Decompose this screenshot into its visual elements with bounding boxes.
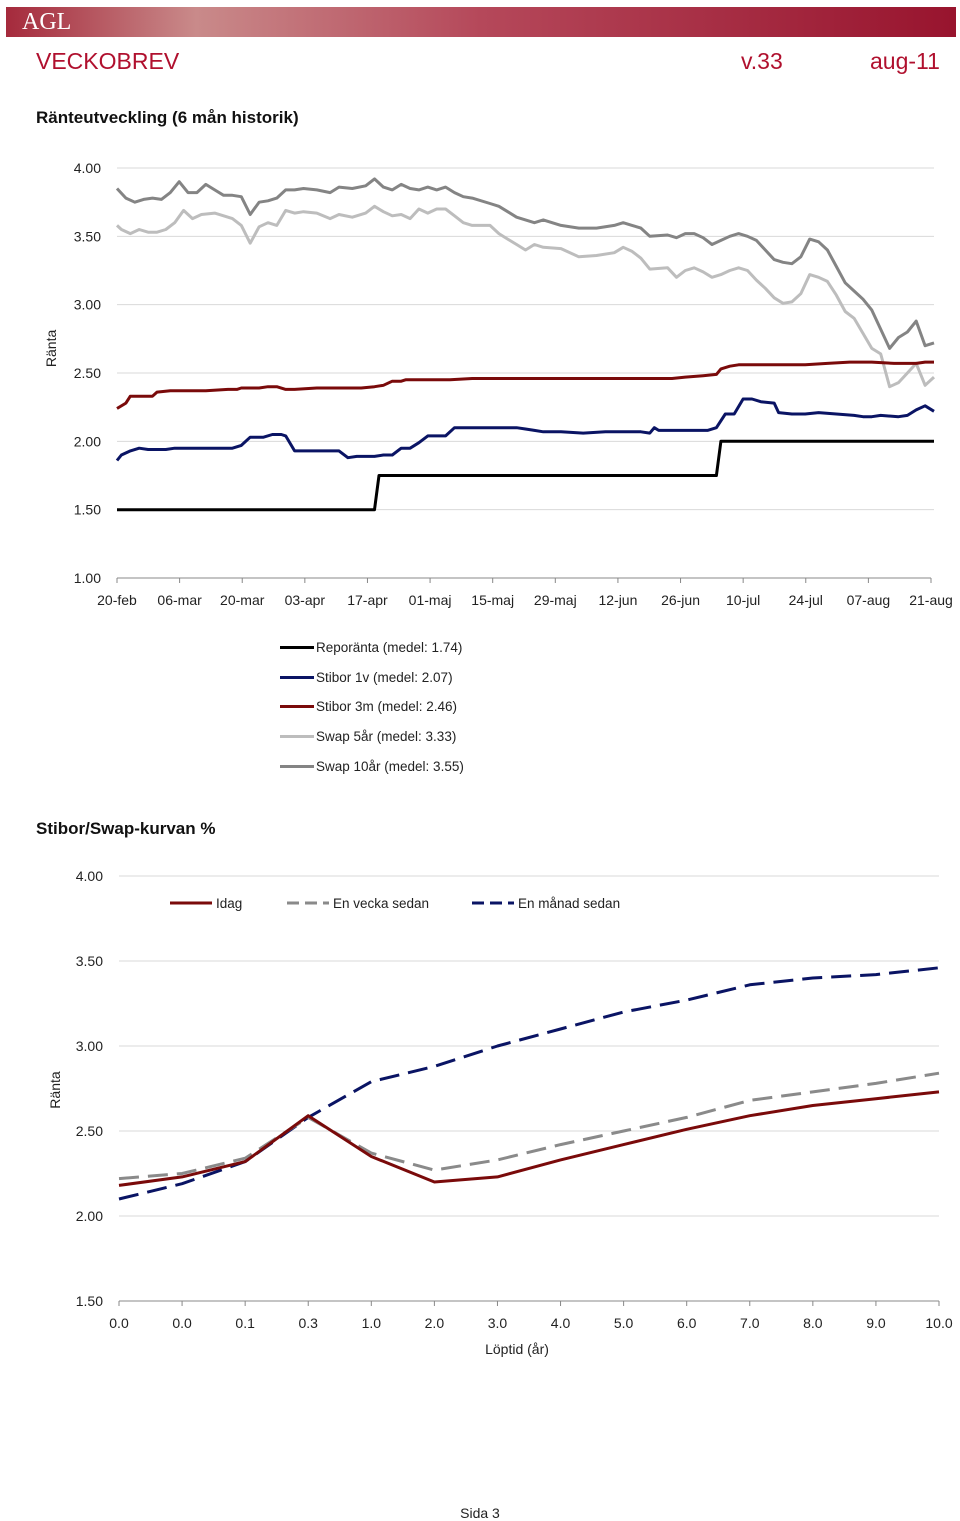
x-tick-label: 20-mar (220, 592, 265, 608)
x-tick-label: 06-mar (157, 592, 202, 608)
legend-label: Swap 5år (medel: 3.33) (316, 729, 457, 745)
page-number: Sida 3 (460, 1505, 500, 1521)
y-tick-label: 3.50 (74, 228, 101, 244)
week-label: v.33 (741, 48, 783, 74)
legend-label: Swap 10år (medel: 3.55) (316, 758, 464, 774)
x-tick-label: 2.0 (425, 1315, 445, 1331)
y-tick-label: 4.00 (76, 868, 103, 884)
chart1-title: Ränteutveckling (6 mån historik) (36, 108, 299, 127)
legend-label: Reporänta (medel: 1.74) (316, 640, 463, 656)
page-title: VECKOBREV (36, 48, 180, 74)
legend-swatch (280, 764, 314, 768)
y-tick-label: 2.00 (74, 433, 101, 449)
curve-line-0 (118, 1090, 940, 1187)
y-tick-label: 3.00 (76, 1038, 103, 1054)
x-tick-label: 0.1 (235, 1315, 255, 1331)
legend-swatch (280, 675, 314, 679)
legend-swatch (280, 735, 314, 739)
x-tick-label: 1.0 (362, 1315, 382, 1331)
x-tick-label: 26-jun (661, 592, 700, 608)
chart1-legend: Reporänta (medel: 1.74) Stibor 1v (medel… (280, 633, 464, 781)
x-tick-label: 6.0 (677, 1315, 697, 1331)
legend-swatch (280, 705, 314, 709)
y-tick-label: 1.50 (76, 1293, 103, 1309)
y-tick-label: 2.50 (76, 1123, 103, 1139)
x-tick-label: 0.0 (109, 1315, 129, 1331)
chart2-title: Stibor/Swap-kurvan % (36, 819, 216, 838)
x-tick-label: 0.0 (172, 1315, 192, 1331)
x-tick-label: 01-maj (409, 592, 452, 608)
legend-item-stibor-3m: Stibor 3m (medel: 2.46) (280, 692, 464, 722)
legend-item-reporanta: Reporänta (medel: 1.74) (280, 633, 464, 663)
x-tick-label: 4.0 (551, 1315, 571, 1331)
y-tick-label: 1.50 (74, 502, 101, 518)
legend-label-2: En månad sedan (518, 896, 620, 911)
x-tick-label: 5.0 (614, 1315, 634, 1331)
legend-item-stibor-1v: Stibor 1v (medel: 2.07) (280, 663, 464, 693)
x-tick-label: 07-aug (847, 592, 891, 608)
curve-line-2 (118, 966, 940, 1201)
x-tick-label: 8.0 (803, 1315, 823, 1331)
y-tick-label: 2.00 (76, 1208, 103, 1224)
y-tick-label: 3.50 (76, 953, 103, 969)
y-tick-label: 4.00 (74, 160, 101, 176)
x-tick-label: 15-maj (471, 592, 514, 608)
x-tick-label: 20-feb (97, 592, 137, 608)
x-tick-label: 7.0 (740, 1315, 760, 1331)
y-tick-label: 3.00 (74, 297, 101, 313)
x-tick-label: 9.0 (866, 1315, 886, 1331)
curve-line-1 (118, 1071, 940, 1181)
series-line-1 (115, 397, 935, 462)
series-line-3 (115, 204, 936, 389)
rate-history-chart: 4.00 3.50 3.00 2.50 2.00 1.50 1.00 20-feb 06-mar… (43, 160, 953, 608)
x-tick-label: 03-apr (285, 592, 326, 608)
x-tick-label: 10.0 (925, 1315, 952, 1331)
agl-logo: AGL (22, 9, 72, 35)
series-line-4 (115, 177, 935, 350)
x-tick-label: 3.0 (488, 1315, 508, 1331)
legend-label-0: Idag (216, 896, 242, 911)
x-tick-label: 12-jun (598, 592, 637, 608)
x-tick-label: 17-apr (347, 592, 388, 608)
date-label: aug-11 (870, 48, 940, 74)
x-tick-label: 29-maj (534, 592, 577, 608)
legend-label-1: En vecka sedan (333, 896, 429, 911)
legend-item-swap-10ar: Swap 10år (medel: 3.55) (280, 751, 464, 781)
legend-label: Stibor 3m (medel: 2.46) (316, 699, 458, 715)
x-tick-label: 10-jul (726, 592, 760, 608)
x-tick-label: 21-aug (909, 592, 953, 608)
x-tick-label: 0.3 (298, 1315, 318, 1331)
header-bar: AGL (6, 7, 956, 37)
x-axis-label: Löptid (år) (485, 1341, 549, 1357)
x-tick-label: 24-jul (789, 592, 823, 608)
yield-curve-chart: 4.00 3.50 3.00 2.50 2.00 1.50 0.0 0.0 0.1 0.3 1.0 2… (47, 868, 953, 1357)
y-tick-label: 1.00 (74, 570, 101, 586)
y-axis-label: Ränta (47, 1071, 63, 1109)
y-axis-label: Ränta (43, 330, 59, 368)
series-line-2 (116, 360, 934, 410)
y-tick-label: 2.50 (74, 365, 101, 381)
series-line-0 (117, 439, 934, 512)
legend-label: Stibor 1v (medel: 2.07) (316, 669, 453, 685)
legend-item-swap-5ar: Swap 5år (medel: 3.33) (280, 722, 464, 752)
legend-swatch (280, 646, 314, 650)
